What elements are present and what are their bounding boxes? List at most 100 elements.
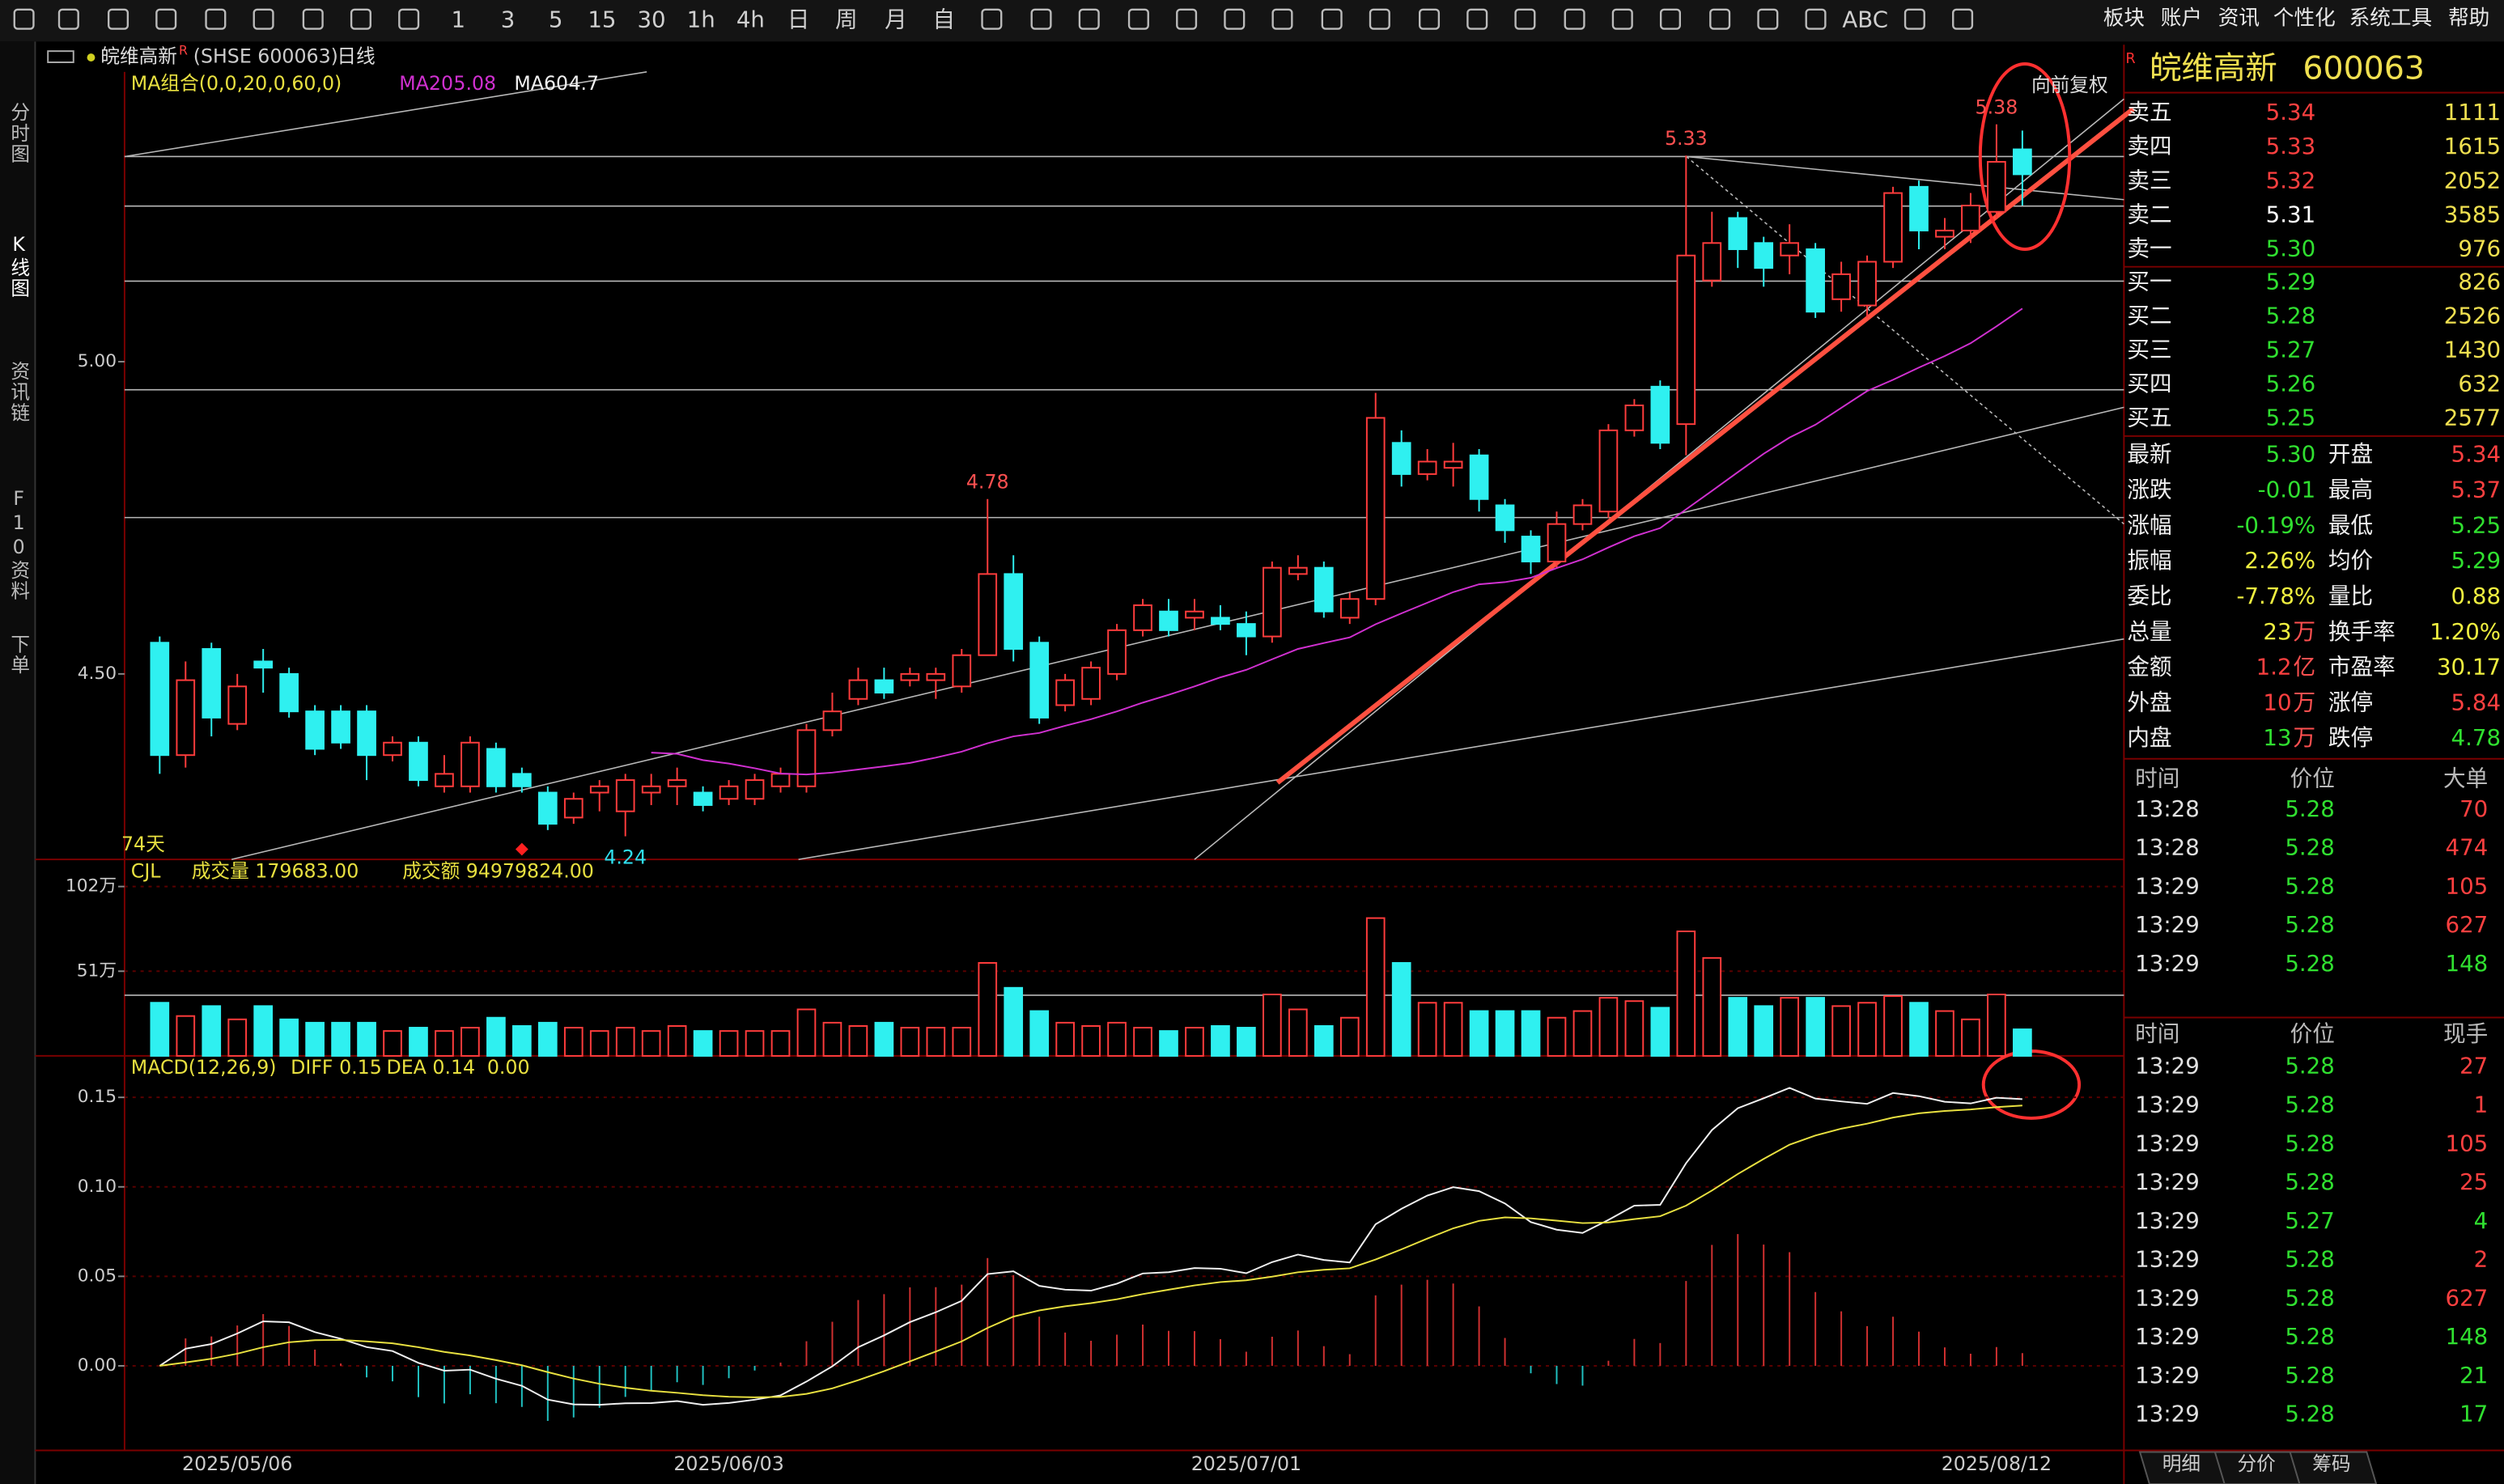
menu-item[interactable]: 板块 <box>2103 6 2145 31</box>
y-tick-label: 0.00 <box>78 1355 117 1376</box>
sidebar-tab[interactable]: 下单 <box>7 634 30 676</box>
ask-price: 5.32 <box>2266 167 2316 193</box>
candle-body <box>1211 617 1230 625</box>
period-button[interactable]: 3 <box>501 6 516 33</box>
candle-body <box>1728 217 1748 251</box>
volume-bar <box>1935 1010 1954 1057</box>
volume-bar <box>615 1027 635 1057</box>
volume-bar <box>1728 997 1748 1057</box>
candle-body <box>150 642 170 757</box>
toolbar-icon[interactable] <box>1127 8 1149 30</box>
period-button[interactable]: 1 <box>452 6 466 33</box>
ma-line <box>651 307 2023 776</box>
stat-unit: 万 <box>2294 689 2316 715</box>
stat-value: -0.01 <box>2258 476 2315 502</box>
ask-price: 5.33 <box>2266 133 2316 159</box>
trade-price: 5.28 <box>2285 1168 2335 1195</box>
period-button[interactable]: 日 <box>787 6 810 33</box>
toolbar-icon[interactable] <box>1611 8 1633 30</box>
toolbar-icon[interactable] <box>398 8 420 30</box>
volume-bar <box>537 1021 558 1057</box>
menu-item[interactable]: 资讯 <box>2218 6 2260 31</box>
toolbar-icon[interactable] <box>205 8 227 30</box>
sidebar-tab[interactable]: F10资料 <box>7 487 30 601</box>
toolbar-icon[interactable] <box>57 8 79 30</box>
toolbar-icon[interactable] <box>1514 8 1536 30</box>
toolbar-icon[interactable] <box>1078 8 1100 30</box>
volume-bar <box>1624 1000 1645 1057</box>
trade-price: 5.28 <box>2285 1323 2335 1350</box>
stat-value: 23 <box>2263 618 2291 645</box>
period-button[interactable]: 1h <box>687 6 715 33</box>
trade-price: 5.27 <box>2285 1207 2335 1234</box>
toolbar-icon[interactable] <box>253 8 274 30</box>
menu-item[interactable]: 个性化 <box>2273 6 2336 31</box>
adjust-mode[interactable]: 向前复权 <box>2031 74 2108 96</box>
trade-time: 13:29 <box>2135 1401 2200 1427</box>
period-button[interactable]: 30 <box>637 6 665 33</box>
sidebar-tab[interactable]: K线图 <box>7 233 30 299</box>
toolbar-icon[interactable] <box>13 8 35 30</box>
toolbar-icon[interactable] <box>350 8 371 30</box>
trade-qty: 474 <box>2446 834 2489 861</box>
toolbar-icon[interactable] <box>1369 8 1390 30</box>
volume-bar <box>1339 1016 1360 1057</box>
volume-bar <box>770 1030 791 1057</box>
day-count: 74天 <box>121 833 165 855</box>
toolbar-icon[interactable] <box>1030 8 1052 30</box>
toolbar-icon[interactable] <box>1271 8 1293 30</box>
y-tick-label: 5.00 <box>78 351 117 371</box>
stat-label: 委比 <box>2127 583 2171 609</box>
period-button[interactable]: 15 <box>588 6 616 33</box>
candle-body <box>1339 598 1360 619</box>
candle-body <box>1029 642 1050 719</box>
menu-item[interactable]: 帮助 <box>2448 6 2489 31</box>
toolbar-icon[interactable] <box>1321 8 1343 30</box>
sidebar-tab[interactable]: 资讯链 <box>7 361 30 423</box>
candle-body <box>357 710 376 757</box>
period-button[interactable]: 5 <box>549 6 563 33</box>
badge: R <box>179 43 188 58</box>
bottom-tab[interactable]: 筹码 <box>2312 1452 2350 1475</box>
candle-body <box>1314 566 1334 613</box>
volume-bar <box>1391 962 1411 1057</box>
toolbar-icon[interactable] <box>1176 8 1198 30</box>
toolbar-icon[interactable] <box>981 8 1003 30</box>
toolbar-icon[interactable] <box>1805 8 1827 30</box>
toolbar-icon[interactable] <box>107 8 129 30</box>
period-button[interactable]: 月 <box>885 6 907 33</box>
toolbar-icon[interactable] <box>1709 8 1731 30</box>
bottom-tab[interactable]: 分价 <box>2237 1452 2275 1475</box>
toolbar-icon[interactable] <box>302 8 324 30</box>
toolbar-icon[interactable] <box>1466 8 1488 30</box>
text-tool[interactable]: ABC <box>1842 6 1888 33</box>
period[interactable]: 日线 <box>337 45 375 68</box>
x-tick-label: 2025/05/06 <box>182 1452 292 1475</box>
trade-time: 13:29 <box>2135 950 2200 977</box>
trade-qty: 1 <box>2474 1092 2489 1118</box>
vol-legend: 成交额 94979824.00 <box>402 859 594 882</box>
trade-time: 13:29 <box>2135 872 2200 899</box>
volume-bar <box>1107 1021 1127 1057</box>
toolbar-icon[interactable] <box>155 8 177 30</box>
stat-label: 最低 <box>2328 511 2373 538</box>
toolbar-icon[interactable] <box>1564 8 1585 30</box>
trade-time: 13:28 <box>2135 795 2200 822</box>
bottom-tab[interactable]: 明细 <box>2162 1452 2201 1475</box>
volume-bar <box>150 1002 170 1057</box>
toolbar-icon[interactable] <box>1659 8 1682 30</box>
period-button[interactable]: 自 <box>932 6 955 33</box>
toolbar-icon[interactable] <box>1757 8 1779 30</box>
period-button[interactable]: 周 <box>835 6 858 33</box>
period-button[interactable]: 4h <box>736 6 765 33</box>
volume-bar <box>641 1030 661 1057</box>
stat-label: 跌停 <box>2328 724 2373 751</box>
toolbar-icon[interactable] <box>1419 8 1441 30</box>
trade-time: 13:29 <box>2135 1284 2200 1311</box>
toolbar-icon[interactable] <box>1903 8 1925 30</box>
menu-item[interactable]: 账户 <box>2161 6 2202 31</box>
sidebar-tab[interactable]: 分时图 <box>7 102 30 164</box>
toolbar-icon[interactable] <box>1952 8 1974 30</box>
menu-item[interactable]: 系统工具 <box>2349 6 2433 31</box>
toolbar-icon[interactable] <box>1224 8 1246 30</box>
